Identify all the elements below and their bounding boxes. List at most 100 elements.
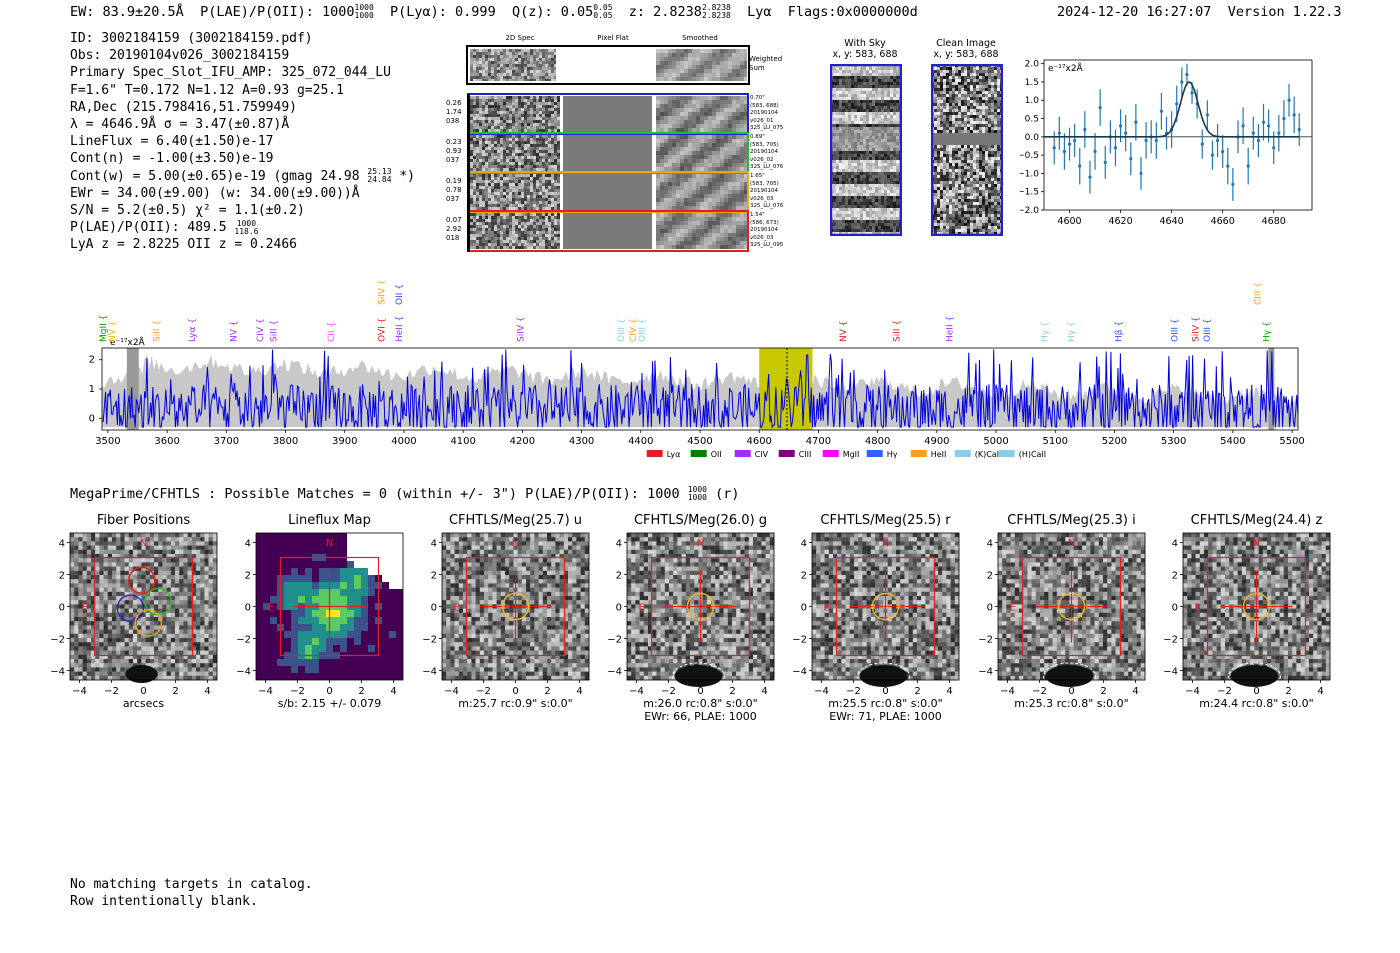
- panel-ytick-label: 0: [245, 603, 251, 614]
- spectrum-line-label: OIII {: [1203, 318, 1213, 342]
- legend-swatch: [954, 450, 971, 457]
- zoom-data-point: [1139, 171, 1143, 176]
- panel-xtick-label: 4: [204, 686, 210, 697]
- spectrum-line-label: SiIV {: [516, 316, 526, 342]
- header-ew: EW: 83.9±20.5Å: [70, 4, 184, 20]
- legend-swatch: [822, 450, 839, 457]
- panel-xtick-label: −4: [814, 686, 829, 697]
- cutout-row-left-label: 0.07 2.92 018: [446, 216, 462, 242]
- north-label: N: [1068, 538, 1075, 549]
- panel-xtick-label: −2: [104, 686, 119, 697]
- zoom-data-point: [1083, 127, 1087, 132]
- spectrum-line-label: CIII {: [1254, 282, 1264, 305]
- spectrum-xtick-label: 4400: [628, 436, 653, 447]
- panel-ytick-label: 4: [987, 538, 993, 549]
- spectrum-line-label: NV {: [229, 321, 239, 342]
- panel-ytick-label: 0: [1172, 603, 1178, 614]
- zoom-ytick-label: 1.5: [1025, 78, 1039, 88]
- zoom-data-point: [1175, 102, 1179, 106]
- spectrum-line-label: CIV {: [256, 318, 266, 342]
- panel-ytick-label: −2: [978, 635, 993, 646]
- header-qz: Q(z): 0.05: [511, 4, 594, 20]
- panel-caption: arcsecs: [122, 697, 165, 710]
- zoom-data-point: [1154, 138, 1158, 143]
- panel-title: CFHTLS/Meg(25.3) i: [1007, 513, 1136, 528]
- panel-search-box: [1206, 556, 1307, 657]
- east-label: E: [639, 603, 645, 614]
- cutout-row-left-label: 0.23 0.93 037: [446, 138, 462, 164]
- panel-image: N E −4 −4 −2 −2 0 0 2 2 4 4: [50, 532, 218, 697]
- zoom-data-point: [1118, 124, 1123, 128]
- panel-ytick-label: 2: [245, 570, 251, 581]
- zoom-data-point: [1190, 91, 1194, 95]
- with-sky-image: [830, 64, 902, 236]
- header-summary: EW: 83.9±20.5Å P(LAE)/P(OII): 10001000 10…: [70, 3, 918, 21]
- panel-ytick-label: −4: [607, 667, 622, 678]
- aperture-circle: [1242, 592, 1271, 621]
- spectrum-xtick-label: 5400: [1220, 436, 1245, 447]
- north-label: N: [697, 538, 704, 549]
- panel-ytick-label: 2: [1172, 570, 1178, 581]
- info-primary: Primary Spec_Slot_IFU_AMP: 325_072_044_L…: [70, 65, 391, 81]
- spectrum-xtick-label: 3500: [95, 436, 120, 447]
- panel-xtick-label: −4: [258, 686, 273, 697]
- panel-caption: s/b: 2.15 +/- 0.079: [277, 697, 382, 710]
- spectrum-xtick-label: 5000: [983, 436, 1008, 447]
- zoom-data-point: [1277, 131, 1281, 135]
- spectrum-ylabel: e⁻¹⁷x2Å: [110, 336, 146, 348]
- header-plae-frac: 1000 1000: [354, 3, 374, 20]
- panel-search-box: [650, 556, 751, 657]
- zoom-data-point: [1246, 164, 1250, 168]
- clean-image-title: Clean Image x, y: 583, 688: [933, 38, 999, 60]
- zoom-data-point: [1231, 182, 1235, 186]
- legend-swatch: [646, 450, 663, 457]
- spectrum-xtick-label: 4500: [687, 436, 712, 447]
- panel-ytick-label: −2: [607, 635, 622, 646]
- east-label: E: [1195, 603, 1201, 614]
- zoom-data-point: [1144, 138, 1148, 143]
- spectrum-ytick-label: 0: [89, 413, 95, 424]
- spectrum-line-label: NV {: [839, 321, 849, 342]
- panel-xtick-label: 4: [1132, 686, 1138, 697]
- info-id: ID: 3002184159 (3002184159.pdf): [70, 31, 313, 46]
- aperture-circle: [1057, 592, 1086, 621]
- panel-ytick-label: 2: [431, 570, 437, 581]
- zoom-data-point: [1226, 164, 1230, 168]
- panel-xtick-label: −2: [1217, 686, 1232, 697]
- zoom-ytick-label: −1.5: [1020, 188, 1039, 198]
- panel-ytick-label: −2: [1163, 635, 1178, 646]
- header-plya: P(Lyα): 0.999: [390, 4, 496, 20]
- spectrum-line-label: NV {: [108, 321, 118, 342]
- zoom-data-point: [1103, 160, 1107, 165]
- header-line: Lyα: [747, 4, 772, 20]
- panel-xtick-label: 2: [729, 686, 735, 697]
- panel-ytick-label: −2: [50, 635, 65, 646]
- panel-ytick-label: −4: [978, 667, 993, 678]
- panel-ytick-label: 0: [987, 603, 993, 614]
- panel-ytick-label: −4: [236, 667, 251, 678]
- spectrum-xtick-label: 4900: [924, 436, 949, 447]
- panel-caption: m:25.7 rc:0.9" s:0.0": [458, 697, 573, 710]
- panel-caption: m:26.0 rc:0.8" s:0.0": [643, 697, 758, 710]
- header-version: Version 1.22.3: [1227, 4, 1342, 20]
- spectrum-line-label: SiII {: [892, 320, 902, 342]
- panel-xtick-label: −2: [476, 686, 491, 697]
- detection-info: ID: 3002184159 (3002184159.pdf) Obs: 201…: [70, 30, 415, 254]
- panel-search-box: [1021, 556, 1122, 657]
- with-sky-title: With Sky x, y: 583, 688: [832, 38, 898, 60]
- zoom-data-point: [1052, 146, 1056, 150]
- panel-title: Lineflux Map: [288, 513, 371, 528]
- panel-xtick-label: 2: [358, 686, 364, 697]
- col-label-pixelflat: Pixel Flat: [597, 34, 629, 42]
- panel-xtick-label: 0: [512, 686, 518, 697]
- spectrum-xtick-label: 4100: [450, 436, 475, 447]
- legend-label: (H)CaII: [1019, 450, 1046, 459]
- panel-ytick-label: 2: [987, 570, 993, 581]
- col-label-smoothed: Smoothed: [682, 34, 718, 42]
- cutout-row-right-label: 1.65" (583, 705) 20190104 v026_03 325_LU_076: [750, 173, 784, 209]
- zoom-data-point: [1261, 120, 1266, 124]
- panel-xtick-label: 0: [140, 686, 146, 697]
- panel-xtick-label: 2: [914, 686, 920, 697]
- legend-label: Lyα: [667, 450, 681, 459]
- footer-notes: No matching targets in catalog. Row inte…: [70, 876, 313, 910]
